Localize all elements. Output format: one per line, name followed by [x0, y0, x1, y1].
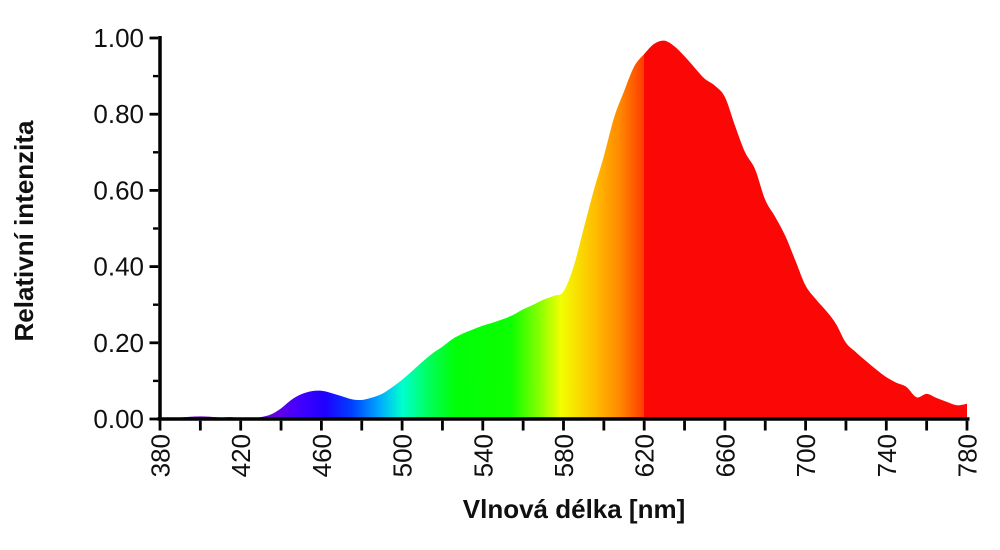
y-tick-label: 0.60 [93, 175, 144, 205]
x-tick-label: 580 [549, 434, 579, 477]
x-tick-label: 420 [226, 434, 256, 477]
x-axis-label: Vlnová délka [nm] [463, 494, 686, 524]
y-axis-label: Relativní intenzita [9, 120, 39, 342]
x-tick-label: 380 [146, 434, 176, 477]
y-tick-label: 1.00 [93, 23, 144, 53]
axis-ticks [149, 36, 969, 431]
spectrum-area [160, 40, 967, 419]
y-tick-label: 0.00 [93, 404, 144, 434]
x-tick-label: 660 [710, 434, 740, 477]
x-tick-label: 540 [468, 434, 498, 477]
x-tick-label: 740 [872, 434, 902, 477]
x-tick-label: 780 [953, 434, 983, 477]
y-tick-label: 0.80 [93, 99, 144, 129]
y-tick-label: 0.40 [93, 252, 144, 282]
y-tick-label: 0.20 [93, 328, 144, 358]
tick-labels: 0.00 0.20 0.40 0.60 0.80 1.00 380 420 460 500 540 5… [93, 23, 982, 477]
x-tick-label: 620 [630, 434, 660, 477]
x-tick-label: 460 [307, 434, 337, 477]
x-tick-label: 700 [791, 434, 821, 477]
x-tick-label: 500 [388, 434, 418, 477]
axes [157, 36, 970, 421]
